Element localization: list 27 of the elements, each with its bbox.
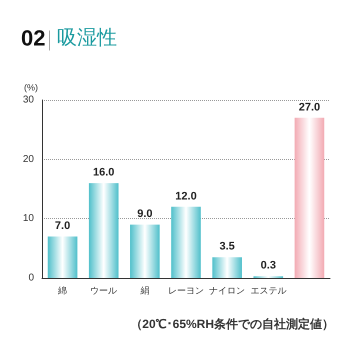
bar — [88, 183, 119, 278]
bar — [130, 224, 160, 278]
y-tick-label: 30 — [22, 94, 34, 106]
chart-title: 02 — [21, 26, 46, 50]
data-label: 16.0 — [93, 166, 114, 179]
x-tick-label: レーヨン — [168, 286, 204, 296]
bar — [48, 236, 78, 278]
x-tick-label: エステル — [250, 286, 286, 296]
data-label: 9.0 — [137, 208, 153, 220]
data-label: 3.5 — [219, 240, 235, 253]
x-tick-label: 絹 — [139, 286, 150, 296]
x-tick-label: ウール — [90, 286, 118, 296]
y-tick-label: 20 — [22, 154, 34, 165]
x-tick-label: 綿 — [57, 286, 68, 296]
x-tick-label: ナイロン — [209, 286, 246, 296]
data-label: 0.3 — [260, 260, 276, 272]
y-tick-label: 10 — [22, 213, 34, 224]
data-label: 12.0 — [175, 190, 197, 202]
bar — [212, 257, 242, 278]
chart-subtitle: 吸湿性 — [57, 25, 117, 49]
data-label: 7.0 — [54, 220, 70, 232]
data-label: 27.0 — [298, 101, 320, 114]
bar — [171, 206, 201, 278]
bar — [294, 118, 324, 278]
y-axis-title: (%) — [24, 82, 38, 92]
y-tick-label: 0 — [28, 272, 34, 284]
text: （20℃･65%RH条件での自社測定値） — [130, 317, 334, 331]
